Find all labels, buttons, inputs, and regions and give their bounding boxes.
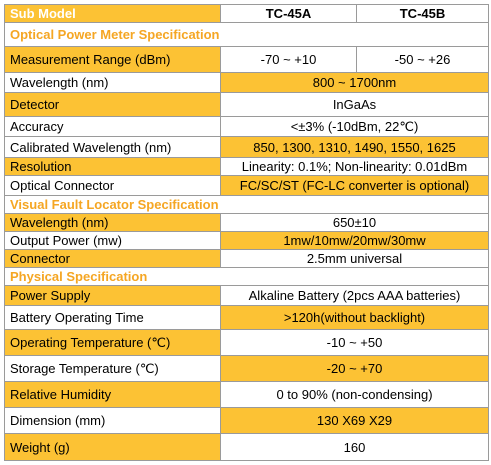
spec-value: -20 ~ +70	[220, 355, 489, 382]
spec-label: Storage Temperature (℃)	[4, 355, 221, 382]
spec-row: Output Power (mw) 1mw/10mw/20mw/30mw	[4, 231, 489, 250]
header-cell: TC-45B	[356, 4, 489, 23]
spec-row: Measurement Range (dBm) -70 ~ +10 -50 ~ +2…	[4, 46, 489, 73]
spec-value: 850, 1300, 1310, 1490, 1550, 1625	[220, 136, 489, 158]
spec-row: Battery Operating Time >120h(without back…	[4, 305, 489, 330]
spec-label: Detector	[4, 92, 221, 117]
spec-value: <±3% (-10dBm, 22℃)	[220, 116, 489, 137]
spec-row: Accuracy <±3% (-10dBm, 22℃)	[4, 116, 489, 137]
spec-label: Connector	[4, 249, 221, 268]
spec-label: Dimension (mm)	[4, 407, 221, 434]
spec-label: Resolution	[4, 157, 221, 176]
spec-label: Power Supply	[4, 285, 221, 306]
section-row: Visual Fault Locator Specification	[4, 195, 489, 214]
spec-value: 160	[220, 433, 489, 461]
spec-label: Accuracy	[4, 116, 221, 137]
header-cell: Sub Model	[4, 4, 221, 23]
spec-row: Calibrated Wavelength (nm) 850, 1300, 131…	[4, 136, 489, 158]
spec-label: Output Power (mw)	[4, 231, 221, 250]
spec-row: Relative Humidity 0 to 90% (non-condensin…	[4, 381, 489, 408]
spec-value: >120h(without backlight)	[220, 305, 489, 330]
spec-row: Operating Temperature (℃) -10 ~ +50	[4, 329, 489, 356]
spec-value: 2.5mm universal	[220, 249, 489, 268]
spec-row: Resolution Linearity: 0.1%; Non-linearity…	[4, 157, 489, 176]
spec-value: -10 ~ +50	[220, 329, 489, 356]
spec-value: InGaAs	[220, 92, 489, 117]
section-row: Physical Specification	[4, 267, 489, 286]
spec-value: -70 ~ +10	[220, 46, 357, 73]
spec-label: Weight (g)	[4, 433, 221, 461]
spec-label: Wavelength (nm)	[4, 213, 221, 232]
section-row: Optical Power Meter Specification	[4, 22, 489, 47]
section-title: Physical Specification	[4, 267, 489, 286]
spec-value: Linearity: 0.1%; Non-linearity: 0.01dBm	[220, 157, 489, 176]
spec-row: Connector 2.5mm universal	[4, 249, 489, 268]
spec-value: 1mw/10mw/20mw/30mw	[220, 231, 489, 250]
spec-row: Weight (g) 160	[4, 433, 489, 461]
spec-value: Alkaline Battery (2pcs AAA batteries)	[220, 285, 489, 306]
spec-label: Battery Operating Time	[4, 305, 221, 330]
spec-value: 800 ~ 1700nm	[220, 72, 489, 93]
spec-value: FC/SC/ST (FC-LC converter is optional)	[220, 175, 489, 196]
spec-row: Storage Temperature (℃) -20 ~ +70	[4, 355, 489, 382]
spec-row: Optical Connector FC/SC/ST (FC-LC convert…	[4, 175, 489, 196]
section-title: Optical Power Meter Specification	[4, 22, 489, 47]
spec-label: Optical Connector	[4, 175, 221, 196]
spec-label: Operating Temperature (℃)	[4, 329, 221, 356]
spec-row: Detector InGaAs	[4, 92, 489, 117]
spec-table: Sub Model TC-45A TC-45B Optical Power Meter…	[4, 4, 489, 461]
header-row: Sub Model TC-45A TC-45B	[4, 4, 489, 23]
spec-value: 650±10	[220, 213, 489, 232]
spec-value: 0 to 90% (non-condensing)	[220, 381, 489, 408]
spec-row: Dimension (mm) 130 X69 X29	[4, 407, 489, 434]
spec-row: Wavelength (nm) 650±10	[4, 213, 489, 232]
header-cell: TC-45A	[220, 4, 357, 23]
spec-label: Measurement Range (dBm)	[4, 46, 221, 73]
spec-label: Wavelength (nm)	[4, 72, 221, 93]
spec-label: Relative Humidity	[4, 381, 221, 408]
section-title: Visual Fault Locator Specification	[4, 195, 489, 214]
spec-value: 130 X69 X29	[220, 407, 489, 434]
spec-row: Power Supply Alkaline Battery (2pcs AAA b…	[4, 285, 489, 306]
spec-value: -50 ~ +26	[356, 46, 489, 73]
spec-label: Calibrated Wavelength (nm)	[4, 136, 221, 158]
spec-row: Wavelength (nm) 800 ~ 1700nm	[4, 72, 489, 93]
